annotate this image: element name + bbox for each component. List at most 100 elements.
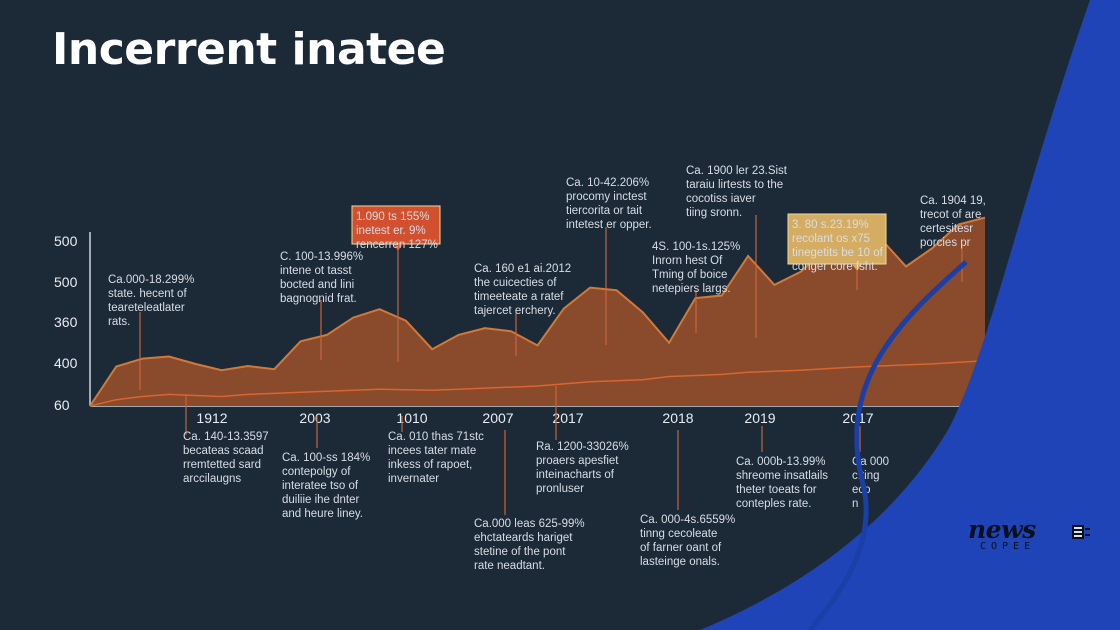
annotation-line: Ca. 000-4s.6559%	[640, 514, 735, 526]
annotation-line: ehctateards hariget	[474, 532, 573, 544]
x-tick-label: 2017	[552, 410, 583, 426]
annotation-pointer	[852, 264, 862, 271]
annotation-line: Ca.000-18.299%	[108, 274, 194, 286]
annotation-line: tiercorita or tait	[566, 205, 643, 217]
x-tick-label: 2007	[482, 410, 513, 426]
annotation-text: Ca. 000-4s.6559% tinng cecoleate of farner…	[640, 514, 735, 568]
x-tick-label: 2018	[662, 410, 693, 426]
annotation-text: Ca. 100-ss 184% contepolgy of interatee ts…	[282, 452, 370, 520]
annotation-line: bocted and lini	[280, 279, 354, 291]
annotation-text: Ca. 160 e1 ai.2012 the cuicecties of timee…	[474, 263, 571, 317]
annotation-line: Ca. 000b-13.99%	[736, 456, 826, 468]
x-tick-label: 2003	[299, 410, 330, 426]
annotation-line: invernater	[388, 473, 439, 485]
annotation-line: duiliie ihe dnter	[282, 494, 360, 506]
annotation-line: contepolgy of	[282, 466, 351, 478]
decorative-overlay	[700, 0, 1120, 630]
annotation-2: C. 100-13.996% intene ot tasst bocted and …	[280, 251, 363, 360]
annotation-line: 3. 80 s.23.19%	[792, 219, 869, 231]
annotation-line: of farner oant of	[640, 542, 722, 554]
annotation-line: tinng cecoleate	[640, 528, 717, 540]
annotation-15: Ca. 000-4s.6559% tinng cecoleate of farner…	[640, 430, 735, 568]
annotation-text: C. 100-13.996% intene ot tasst bocted and …	[280, 251, 363, 305]
annotation-line: conger core fsht.	[792, 261, 878, 273]
annotation-line: Ca. 10-42.206%	[566, 177, 649, 189]
annotation-text: 4S. 100-1s.125% Inrorn hest Of Tming of bo…	[652, 241, 740, 295]
annotation-10: Ca. 140-13.3597 becateas scaad rremtetted …	[183, 395, 269, 485]
annotation-text: Ca. 010 thas 71stc incees tater mate inkes…	[388, 431, 484, 485]
annotation-line: state. hecent of	[108, 288, 187, 300]
annotation-line: cocotiss iaver	[686, 193, 756, 205]
annotation-line: trecot of are	[920, 209, 981, 221]
annotation-line: rats.	[108, 316, 130, 328]
annotation-line: Tming of boice	[652, 269, 727, 281]
annotation-line: proaers apesfiet	[536, 455, 619, 467]
annotation-line: rencerren 127%	[356, 239, 438, 251]
blue-wave-curve	[808, 260, 968, 630]
y-tick-label: 60	[54, 397, 70, 413]
annotation-line: conteples rate.	[736, 498, 811, 510]
annotation-9: Ca. 1904 19, trecot of are certesitesr porc…	[920, 195, 986, 282]
annotation-14: Ra. 1200-33026% proaers apesfiet inteinach…	[536, 386, 629, 495]
annotation-line: porcies pr	[920, 237, 971, 249]
annotation-line: teareteleatlater	[108, 302, 185, 314]
annotation-line: C. 100-13.996%	[280, 251, 363, 263]
x-tick-label: 1912	[196, 410, 227, 426]
annotation-text: Ca.000-18.299% state. hecent of tearetelea…	[108, 274, 194, 328]
annotation-line: rate neadtant.	[474, 560, 545, 572]
annotation-line: the cuicecties of	[474, 277, 557, 289]
annotation-3: 1.090 ts 155% inetest er. 9% rencerren 127…	[351, 205, 441, 362]
annotation-text: Ca.000 leas 625-99% ehctateards hariget st…	[474, 518, 585, 572]
news-logo: news COPEE	[968, 515, 1100, 559]
annotation-line: c.ting	[852, 470, 880, 482]
x-axis-ticks: 1912 2003 1010 2007 2017 2018 2019 2017	[196, 410, 873, 426]
annotation-line: certesitesr	[920, 223, 973, 235]
annotation-line: lasteinge onals.	[640, 556, 720, 568]
annotation-text: Ca. 1904 19, trecot of are certesitesr porc…	[920, 195, 986, 249]
annotation-8: 3. 80 s.23.19% recolant os x75 tinegetits …	[787, 213, 887, 290]
annotation-line: arccilaugns	[183, 473, 241, 485]
annotation-text: Ca. 10-42.206% procomy inctest tiercorita …	[566, 177, 652, 231]
annotation-line: tajercet erchery.	[474, 305, 556, 317]
annotation-12: Ca. 010 thas 71stc incees tater mate inkes…	[388, 416, 484, 485]
blue-wave-shape	[700, 0, 1120, 630]
annotation-line: Ca. 100-ss 184%	[282, 452, 370, 464]
annotation-line: Ra. 1200-33026%	[536, 441, 629, 453]
annotation-line: and heure liney.	[282, 508, 363, 520]
annotation-line: intetest er opper.	[566, 219, 652, 231]
annotation-line: interatee tso of	[282, 480, 359, 492]
annotation-line: Ca. 010 thas 71stc	[388, 431, 484, 443]
annotation-line: theter toeats for	[736, 484, 817, 496]
annotation-13: Ca.000 leas 625-99% ehctateards hariget st…	[474, 430, 585, 572]
annotation-line: n	[852, 498, 858, 510]
annotation-line: timeeteate a ratef	[474, 291, 564, 303]
annotation-layer: Ca.000-18.299% state. hecent of tearetelea…	[108, 165, 986, 572]
logo-word: news	[968, 515, 1036, 544]
annotation-11: Ca. 100-ss 184% contepolgy of interatee ts…	[282, 416, 370, 520]
chart-title: Incerrent inatee	[52, 24, 446, 75]
annotation-line: taraiu lirtests to the	[686, 179, 783, 191]
annotation-text: Ca. 1900 ler 23.Sist taraiu lirtests to t…	[686, 165, 788, 219]
annotation-text: 3. 80 s.23.19% recolant os x75 tinegetits …	[792, 219, 884, 273]
annotation-line: 1.090 ts 155%	[356, 211, 430, 223]
y-axis-ticks: 500 500 360 400 60	[54, 233, 78, 413]
annotation-text: 1.090 ts 155% inetest er. 9% rencerren 127…	[356, 211, 438, 251]
y-tick-label: 400	[54, 355, 78, 371]
annotation-line: inkess of rapoet,	[388, 459, 472, 471]
annotation-line: inteinacharts of	[536, 469, 615, 481]
annotation-7: Ca. 1900 ler 23.Sist taraiu lirtests to t…	[686, 165, 788, 338]
logo-mark-icon	[1072, 525, 1090, 539]
annotation-line: bagnognid frat.	[280, 293, 357, 305]
y-tick-label: 500	[54, 233, 78, 249]
annotation-4: Ca. 160 e1 ai.2012 the cuicecties of timee…	[474, 263, 571, 356]
annotation-line: stetine of the pont	[474, 546, 566, 558]
annotation-1: Ca.000-18.299% state. hecent of tearetelea…	[108, 274, 194, 390]
x-tick-label: 2019	[744, 410, 775, 426]
annotation-line: pronluser	[536, 483, 584, 495]
annotation-line: procomy inctest	[566, 191, 647, 203]
annotation-line: 4S. 100-1s.125%	[652, 241, 740, 253]
annotation-line: Ca. 1900 ler 23.Sist	[686, 165, 788, 177]
annotation-line: Ca. 140-13.3597	[183, 431, 269, 443]
annotation-line: incees tater mate	[388, 445, 476, 457]
annotation-text: Ca. 000b-13.99% shreome insatlails theter …	[736, 456, 828, 510]
